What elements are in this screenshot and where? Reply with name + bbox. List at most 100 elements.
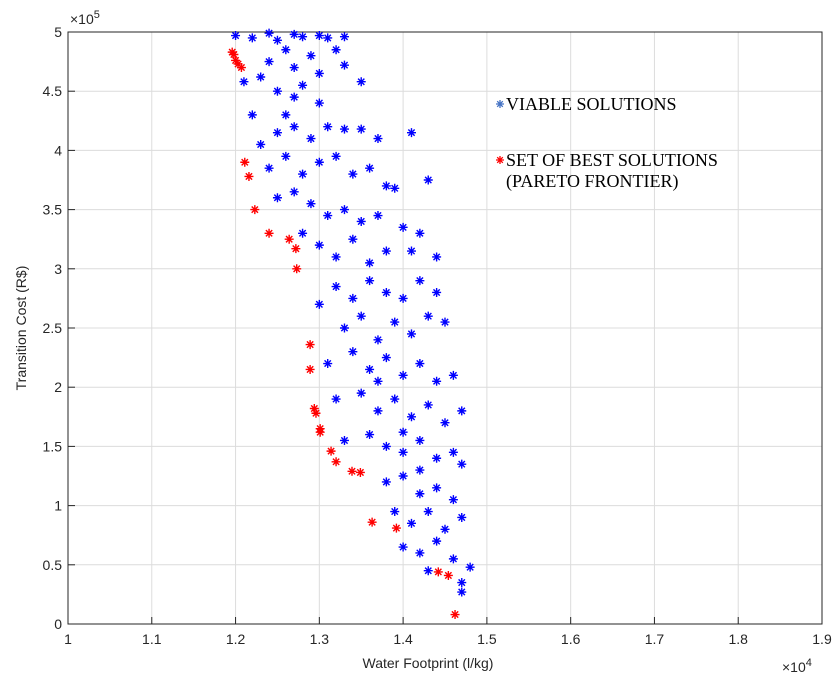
- x-tick-label: 1.9: [812, 631, 832, 647]
- point: [298, 32, 308, 42]
- point: [440, 317, 450, 327]
- point: [398, 542, 408, 552]
- point: [390, 183, 400, 193]
- x-tick-label: 1.8: [728, 631, 748, 647]
- point: [331, 151, 341, 161]
- point: [289, 63, 299, 73]
- point: [356, 216, 366, 226]
- point: [415, 359, 425, 369]
- point: [339, 323, 349, 333]
- point: [236, 63, 246, 73]
- point: [457, 578, 467, 588]
- point: [406, 128, 416, 138]
- point: [256, 72, 266, 82]
- legend-marker: [496, 100, 504, 108]
- point: [331, 282, 341, 292]
- point: [432, 376, 442, 386]
- point: [292, 264, 302, 274]
- x-tick-label: 1.3: [310, 631, 330, 647]
- point: [247, 33, 257, 43]
- point: [323, 211, 333, 221]
- point: [415, 489, 425, 499]
- point: [314, 98, 324, 108]
- point: [356, 124, 366, 134]
- point: [457, 459, 467, 469]
- legend-label: SET OF BEST SOLUTIONS (PARETO FRONTIER): [506, 150, 718, 191]
- point: [250, 205, 260, 215]
- point: [465, 562, 475, 572]
- point: [373, 376, 383, 386]
- point: [365, 163, 375, 173]
- point: [339, 435, 349, 445]
- y-tick-label: 5: [54, 24, 62, 40]
- x-multiplier: ×104: [782, 657, 812, 675]
- point: [298, 80, 308, 90]
- y-tick-label: 0.5: [43, 557, 63, 573]
- legend-marker: [496, 156, 504, 164]
- point: [281, 45, 291, 55]
- legend-label: VIABLE SOLUTIONS: [506, 94, 677, 114]
- point: [440, 524, 450, 534]
- point: [448, 370, 458, 380]
- point: [289, 92, 299, 102]
- x-tick-label: 1: [64, 631, 72, 647]
- point: [373, 134, 383, 144]
- point: [314, 240, 324, 250]
- point: [398, 427, 408, 437]
- point: [448, 495, 458, 505]
- point: [239, 77, 249, 87]
- point: [355, 467, 365, 477]
- point: [272, 86, 282, 96]
- point: [415, 465, 425, 475]
- point: [356, 77, 366, 87]
- point: [315, 427, 325, 437]
- point: [281, 110, 291, 120]
- point: [390, 317, 400, 327]
- point: [406, 518, 416, 528]
- point: [339, 124, 349, 134]
- point: [289, 29, 299, 39]
- point: [306, 134, 316, 144]
- point: [381, 353, 391, 363]
- point: [406, 246, 416, 256]
- point: [415, 228, 425, 238]
- point: [298, 228, 308, 238]
- point: [305, 364, 315, 374]
- point: [423, 175, 433, 185]
- point: [347, 466, 357, 476]
- point: [381, 246, 391, 256]
- x-tick-label: 1.7: [645, 631, 665, 647]
- point: [231, 31, 241, 41]
- point: [314, 68, 324, 78]
- point: [367, 517, 377, 527]
- point: [432, 536, 442, 546]
- x-tick-label: 1.1: [142, 631, 162, 647]
- point: [356, 388, 366, 398]
- point: [284, 234, 294, 244]
- point: [326, 446, 336, 456]
- x-tick-label: 1.2: [226, 631, 246, 647]
- point: [331, 457, 341, 467]
- y-tick-label: 3: [54, 261, 62, 277]
- point: [339, 32, 349, 42]
- point: [323, 122, 333, 132]
- point: [432, 483, 442, 493]
- x-tick-label: 1.4: [393, 631, 413, 647]
- point: [398, 293, 408, 303]
- point: [309, 404, 319, 414]
- point: [406, 412, 416, 422]
- point: [331, 45, 341, 55]
- point: [348, 347, 358, 357]
- y-axis-label: Transition Cost (R$): [13, 266, 29, 391]
- point: [448, 447, 458, 457]
- point: [433, 567, 443, 577]
- x-axis-label: Water Footprint (l/kg): [363, 655, 494, 671]
- point: [398, 222, 408, 232]
- point: [373, 406, 383, 416]
- point: [272, 128, 282, 138]
- point: [457, 512, 467, 522]
- y-multiplier-exponent: 5: [94, 9, 100, 21]
- plot-frame: [67, 31, 823, 625]
